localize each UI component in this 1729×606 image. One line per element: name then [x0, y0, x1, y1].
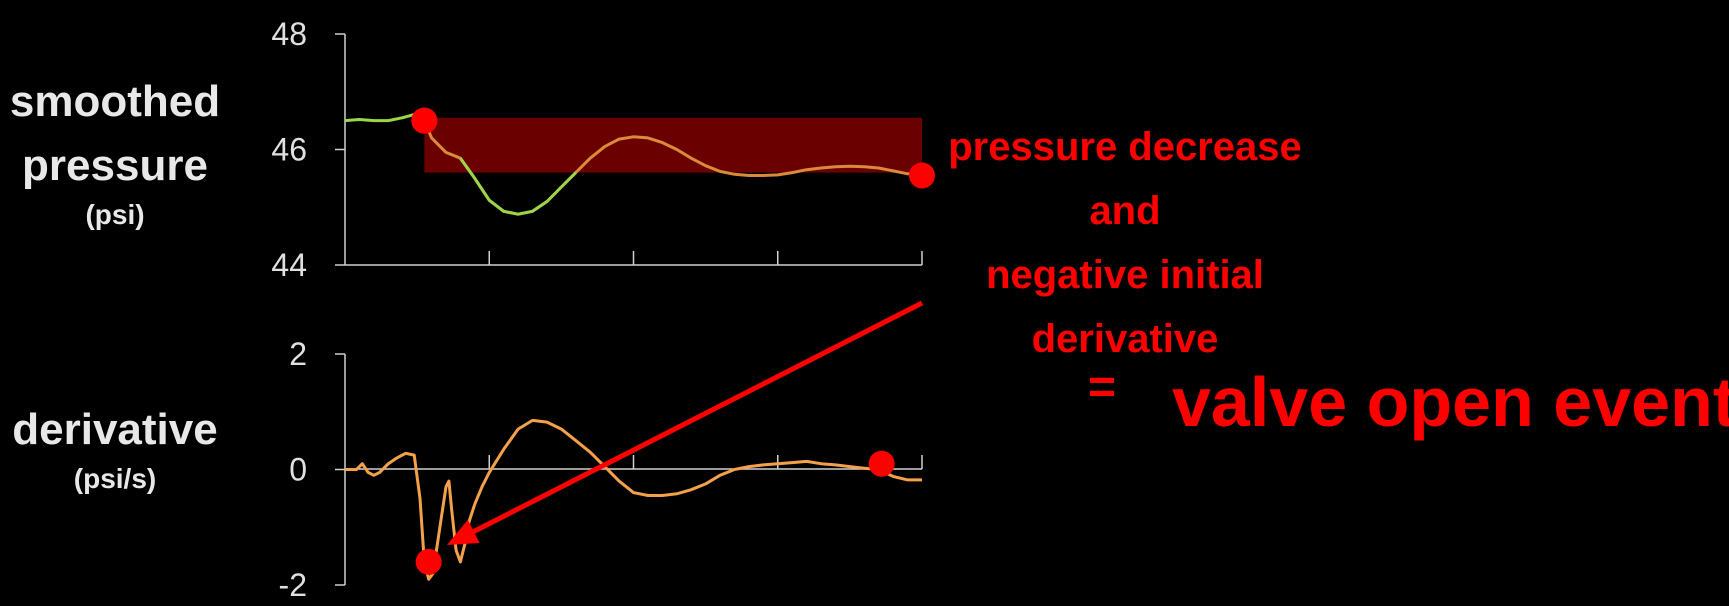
pressure-dip-segment: [459, 157, 577, 216]
pressure-y-tick-label: 44: [271, 247, 307, 283]
pressure-axis-title: smoothed pressure (psi): [0, 70, 230, 232]
annotation-arrow-head: [447, 519, 480, 545]
annotation-line1: pressure decrease: [948, 125, 1302, 169]
annotation-line2: and: [1089, 189, 1161, 233]
derivative-series-line: [345, 418, 922, 581]
pressure-title-line1: smoothed: [9, 77, 221, 126]
derivative-y-tick-label: 0: [289, 452, 307, 488]
annotation-equals: =: [1088, 361, 1117, 414]
annotation-line3: negative initial: [986, 253, 1264, 297]
pressure-start-marker: [411, 107, 438, 134]
pressure-marker: [909, 162, 935, 189]
derivative-y-tick-label: -2: [279, 567, 307, 603]
pressure-highlight-band: [424, 117, 922, 173]
annotation-arrow-line: [463, 300, 924, 539]
pressure-title-line2: pressure: [22, 141, 208, 190]
pressure-y-tick-label: 46: [271, 132, 307, 168]
annotation-text: pressure decrease and negative initial d…: [930, 115, 1320, 371]
derivative-unit: (psi/s): [73, 463, 157, 494]
derivative-axis-title: derivative (psi/s): [0, 398, 230, 496]
derivative-marker: [868, 450, 895, 477]
derivative-y-tick-label: 2: [289, 336, 307, 372]
annotation-event: valve open event: [1172, 363, 1729, 441]
pressure-unit: (psi): [85, 199, 145, 230]
pressure-y-tick-label: 48: [271, 16, 307, 52]
derivative-title: derivative: [12, 405, 218, 454]
derivative-marker: [415, 548, 442, 575]
annotation-line4: derivative: [1031, 317, 1219, 361]
